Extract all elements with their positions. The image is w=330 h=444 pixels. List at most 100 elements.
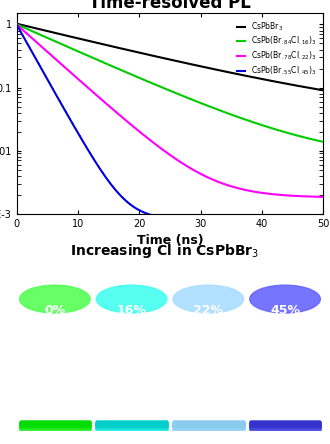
Point	[275, 126, 280, 133]
Point	[148, 211, 154, 218]
Point	[265, 215, 270, 222]
Point	[196, 215, 201, 222]
Point	[70, 33, 75, 40]
Point	[321, 216, 326, 223]
Point	[118, 191, 123, 198]
Point	[239, 185, 245, 192]
Point	[126, 119, 131, 126]
Point	[90, 38, 95, 45]
Point	[119, 67, 124, 74]
Point	[197, 215, 202, 222]
Point	[309, 216, 314, 223]
Point	[295, 132, 301, 139]
Point	[291, 131, 297, 138]
Point	[155, 53, 161, 60]
Point	[42, 71, 48, 78]
Point	[106, 178, 112, 185]
Point	[280, 79, 285, 86]
Point	[160, 146, 165, 153]
Point	[18, 24, 24, 32]
Point	[235, 70, 241, 77]
Point	[260, 216, 265, 223]
Point	[233, 112, 238, 119]
Point	[168, 87, 174, 95]
Point	[228, 69, 233, 76]
Point	[30, 24, 35, 31]
Point	[71, 45, 76, 52]
Bar	[96, 421, 167, 427]
Point	[158, 213, 163, 220]
Point	[46, 49, 51, 56]
Point	[175, 57, 180, 64]
Point	[195, 62, 200, 69]
Text: 16%: 16%	[116, 304, 147, 317]
Point	[155, 53, 160, 60]
Point	[66, 44, 71, 51]
Point	[224, 216, 229, 223]
Point	[320, 138, 325, 145]
Point	[256, 120, 261, 127]
Point	[307, 216, 312, 223]
Point	[225, 110, 231, 117]
Bar	[250, 424, 320, 429]
Bar	[173, 423, 244, 428]
Point	[118, 45, 124, 52]
Point	[81, 50, 86, 57]
Bar	[250, 424, 320, 430]
Point	[23, 28, 28, 36]
Point	[293, 192, 298, 199]
Point	[151, 52, 156, 59]
Point	[135, 73, 141, 80]
Point	[121, 115, 126, 122]
Point	[95, 162, 101, 169]
Point	[177, 91, 182, 98]
Point	[96, 93, 101, 100]
Point	[135, 127, 141, 134]
Point	[319, 215, 324, 222]
Point	[147, 78, 152, 85]
Point	[105, 60, 111, 67]
Point	[185, 60, 191, 67]
Point	[291, 81, 297, 88]
Point	[32, 24, 37, 31]
Point	[276, 79, 281, 86]
Bar	[173, 421, 244, 426]
Point	[40, 26, 45, 33]
Bar	[96, 422, 167, 428]
Point	[202, 63, 207, 71]
Point	[138, 49, 143, 56]
Point	[189, 165, 194, 172]
Point	[184, 162, 189, 169]
Point	[168, 152, 174, 159]
Point	[19, 30, 24, 37]
Point	[168, 151, 173, 158]
Point	[161, 147, 166, 154]
Point	[248, 187, 253, 194]
Point	[321, 193, 326, 200]
Point	[32, 37, 38, 44]
Point	[149, 211, 154, 218]
Point	[275, 127, 280, 134]
Point	[288, 130, 294, 137]
Point	[110, 63, 115, 70]
Text: 22%: 22%	[193, 304, 223, 317]
Point	[24, 22, 29, 29]
Point	[139, 49, 145, 56]
Point	[79, 135, 84, 142]
Point	[153, 212, 158, 219]
Point	[190, 166, 195, 173]
Point	[264, 76, 269, 83]
Point	[269, 124, 275, 131]
Point	[148, 137, 154, 144]
Point	[143, 209, 148, 216]
Point	[242, 186, 248, 193]
Point	[34, 29, 39, 36]
Point	[189, 61, 194, 68]
Point	[146, 135, 151, 142]
Point	[116, 44, 121, 51]
Point	[43, 46, 49, 53]
Point	[258, 75, 264, 82]
Point	[105, 175, 110, 182]
Point	[96, 163, 101, 170]
CsPb(Br$_{.55}$Cl$_{.45}$)$_3$	[15, 22, 18, 27]
